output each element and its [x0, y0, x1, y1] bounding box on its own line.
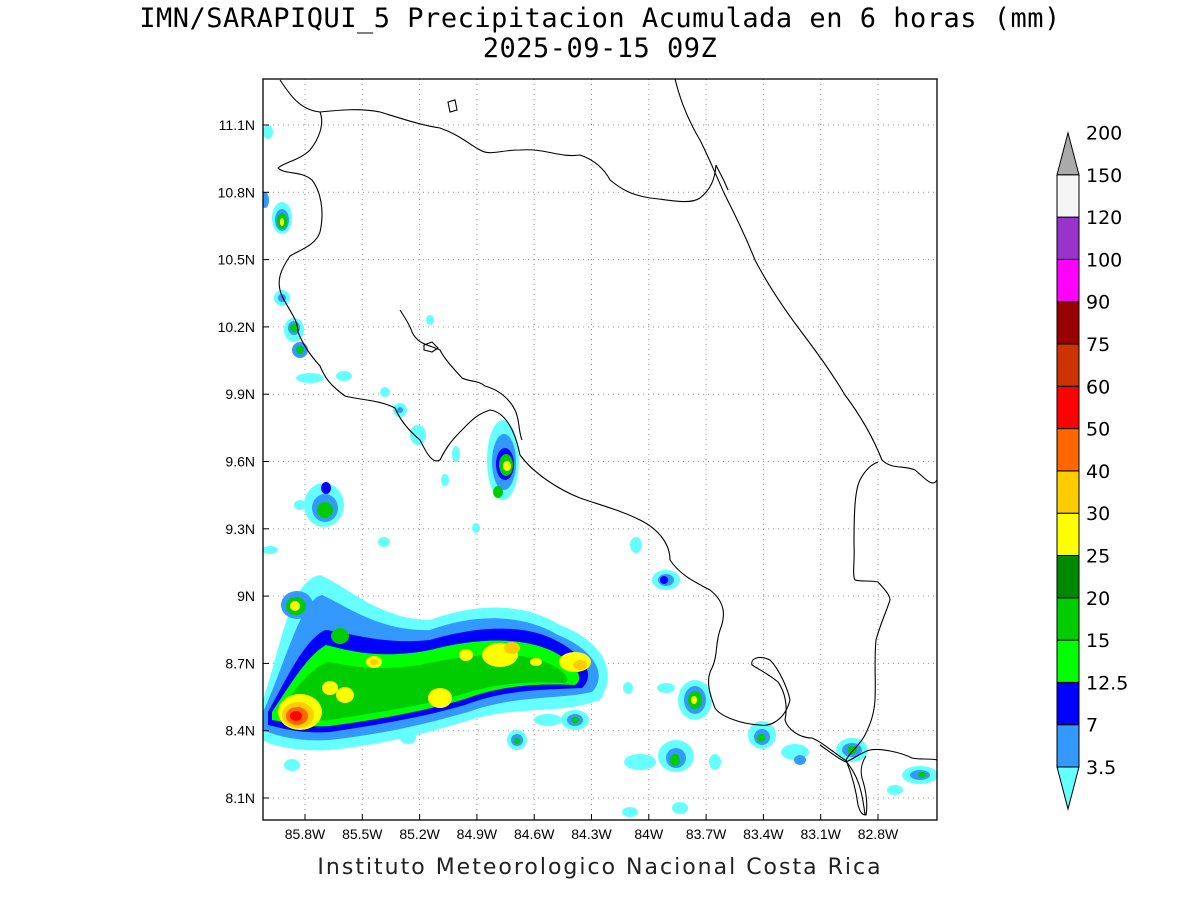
lon-tick-label: 83.4W: [743, 826, 784, 842]
colorbar-bin: [1056, 639, 1080, 683]
colorbar-label: 150: [1086, 165, 1122, 187]
lon-tick-label: 85.2W: [399, 826, 440, 842]
latitude-axis: 11.1N 10.8N 10.5N 10.2N 9.9N 9.6N 9.3N 9N 8.7N 8.…: [218, 117, 269, 806]
colorbar-bin: [1056, 724, 1080, 768]
colorbar-bin: [1056, 766, 1080, 811]
precipitation-field: [263, 125, 937, 817]
colorbar-bin: [1056, 130, 1080, 176]
colorbar-bin: [1056, 681, 1080, 726]
colorbar-label: 40: [1086, 461, 1110, 483]
colorbar-bin: [1056, 597, 1080, 641]
colorbar-label: 60: [1086, 376, 1110, 398]
colorbar-label: 12.5: [1086, 672, 1128, 694]
colorbar-bin: [1056, 470, 1080, 514]
longitude-axis: 85.8W 85.5W 85.2W 84.9W 84.6W 84.3W 84W 83.7W 83…: [285, 814, 899, 842]
lat-tick-label: 8.1N: [225, 790, 255, 806]
colorbar: 3.5 7 12.5 15 20 25 30 40 50 60 75 90 100 120 150 200: [1056, 123, 1128, 811]
peninsula-burica: [845, 755, 868, 816]
colorbar-label: 25: [1086, 546, 1110, 568]
lat-tick-label: 10.2N: [218, 319, 255, 335]
colorbar-bin: [1056, 216, 1080, 260]
colorbar-bin: [1056, 301, 1080, 345]
map-frame: [262, 78, 938, 821]
coastline-caribbean: [674, 79, 937, 484]
lon-tick-label: 84.6W: [514, 826, 555, 842]
border-nicaragua: [319, 109, 729, 203]
lon-tick-label: 83.1W: [800, 826, 841, 842]
colorbar-label: 75: [1086, 334, 1110, 356]
lon-tick-label: 84.9W: [457, 826, 498, 842]
colorbar-label: 7: [1086, 715, 1098, 737]
colorbar-bin: [1056, 174, 1080, 218]
lon-tick-label: 82.8W: [858, 826, 899, 842]
lat-tick-label: 9.3N: [225, 521, 255, 537]
coastline-and-borders: [277, 79, 937, 816]
colorbar-bin: [1056, 343, 1080, 387]
lon-tick-label: 85.8W: [285, 826, 326, 842]
lat-tick-label: 11.1N: [219, 117, 255, 133]
colorbar-bin: [1056, 555, 1080, 599]
map-title: IMN/SARAPIQUI_5 Precipitacion Acumulada …: [139, 3, 1061, 34]
colorbar-label: 200: [1086, 123, 1122, 145]
lon-tick-label: 85.5W: [342, 826, 383, 842]
nicoya-peninsula-inner: [399, 309, 523, 441]
lat-tick-label: 10.5N: [218, 252, 255, 268]
lat-tick-label: 9.6N: [225, 454, 255, 470]
lon-tick-label: 84.3W: [571, 826, 612, 842]
colorbar-bin: [1056, 385, 1080, 430]
border-panama: [845, 461, 891, 761]
institution-credit: Instituto Meteorologico Nacional Costa R…: [317, 855, 883, 880]
colorbar-label: 30: [1086, 503, 1110, 525]
map-timestamp: 2025-09-15 09Z: [482, 33, 718, 64]
colorbar-label: 3.5: [1086, 757, 1116, 779]
lat-tick-label: 9.9N: [225, 386, 255, 402]
colorbar-label: 90: [1086, 292, 1110, 314]
colorbar-bin: [1056, 428, 1080, 472]
lat-tick-label: 8.7N: [225, 655, 255, 671]
colorbar-bin: [1056, 258, 1080, 303]
lon-tick-label: 84W: [634, 826, 664, 842]
island-north: [447, 99, 458, 113]
colorbar-label: 20: [1086, 588, 1110, 610]
colorbar-label: 15: [1086, 630, 1110, 652]
lat-tick-label: 9N: [237, 588, 255, 604]
lat-tick-label: 8.4N: [225, 723, 255, 739]
colorbar-label: 120: [1086, 207, 1122, 229]
colorbar-label: 100: [1086, 249, 1122, 271]
lat-tick-label: 10.8N: [218, 184, 255, 200]
colorbar-bin: [1056, 512, 1080, 557]
coastline-panama-south: [819, 744, 937, 763]
colorbar-label: 50: [1086, 419, 1110, 441]
lon-tick-label: 83.7W: [686, 826, 727, 842]
coastline-pacific-north: [277, 79, 866, 816]
island-gulf: [423, 341, 439, 353]
